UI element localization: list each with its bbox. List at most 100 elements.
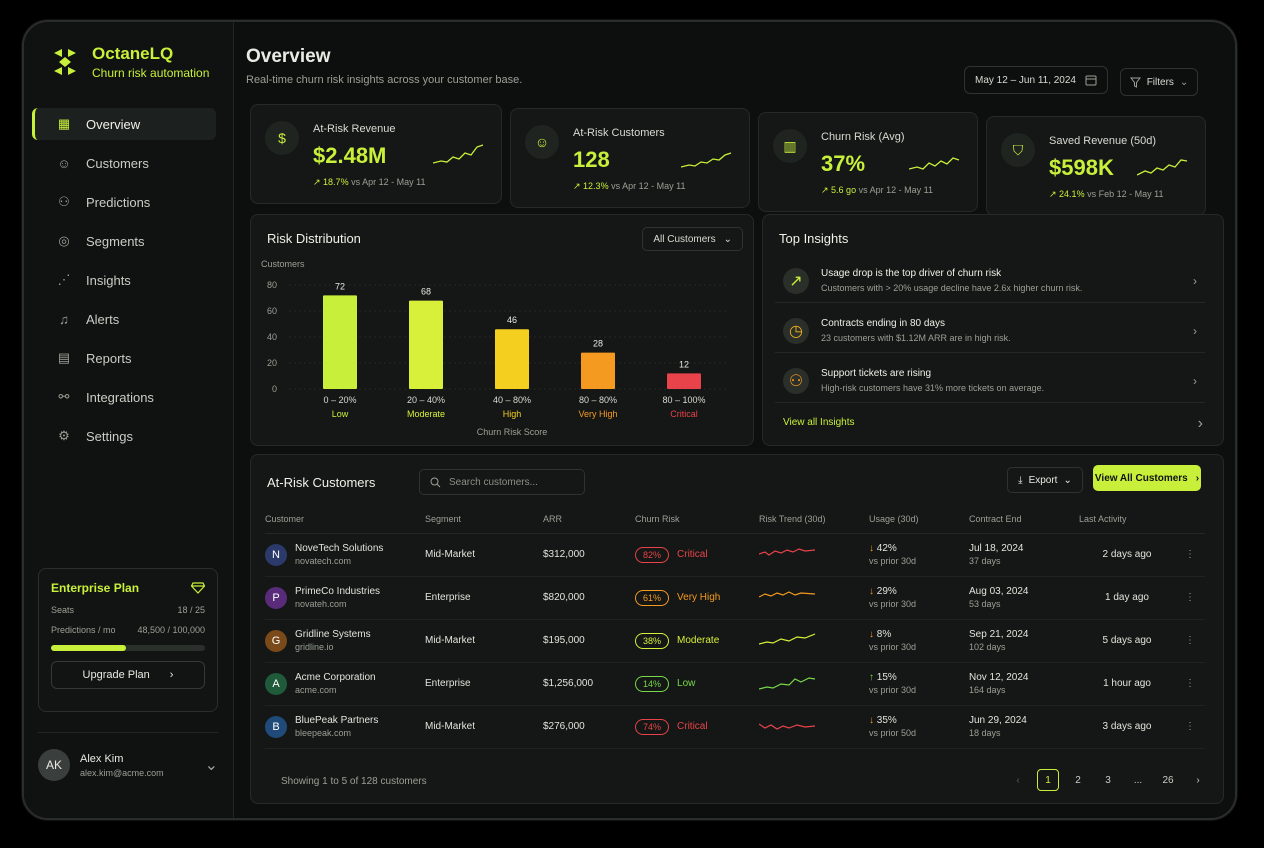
risk-distribution-chart: Customers 0 20 40 60 80 72 0 – 20% Low 68 20 – 40%… [261, 259, 727, 437]
bar-moderate[interactable] [409, 300, 443, 389]
bar-critical[interactable] [667, 373, 701, 389]
customer-domain: novatech.com [295, 556, 352, 566]
column-header[interactable]: Churn Risk [635, 505, 759, 534]
sidebar-item-label: Insights [86, 272, 131, 288]
cell-usage: ↓ 42% vs prior 30d [869, 533, 969, 577]
user-menu[interactable]: AK Alex Kim alex.kim@acme.com ⌄ [38, 732, 218, 781]
cell-arr: $1,256,000 [543, 662, 635, 706]
table-row[interactable]: A Acme Corporation acme.com Enterprise $1,25… [265, 662, 1205, 706]
upgrade-plan-button[interactable]: Upgrade Plan › [51, 661, 205, 689]
insight-title: Support tickets are rising [821, 368, 932, 379]
next-page-icon[interactable]: › [1196, 774, 1200, 786]
table-row[interactable]: N NoveTech Solutions novatech.com Mid-Marke… [265, 533, 1205, 577]
sidebar-item-label: Settings [86, 428, 133, 444]
view-all-customers-button[interactable]: View All Customers › [1093, 465, 1201, 491]
customer-filter-dropdown[interactable]: All Customers ⌄ [642, 227, 743, 251]
insight-item[interactable]: ◷ Contracts ending in 80 days 23 customers… [775, 309, 1205, 353]
page-subtitle: Real-time churn risk insights across you… [246, 74, 523, 86]
prev-page-icon[interactable]: ‹ [1016, 774, 1020, 786]
contract-days: 164 days [969, 685, 1006, 695]
usage-compare: vs prior 30d [869, 556, 917, 566]
kpi-sparkline [909, 157, 960, 170]
page-button[interactable]: 2 [1075, 774, 1081, 786]
customer-name[interactable]: Gridline Systems [295, 629, 371, 640]
y-tick-label: 60 [267, 306, 277, 316]
column-header[interactable]: Risk Trend (30d) [759, 505, 869, 534]
row-menu-icon[interactable]: ⋮ [1175, 576, 1205, 620]
cell-customer: A Acme Corporation acme.com [265, 662, 425, 706]
sidebar-item-customers[interactable]: ☺ Customers [32, 147, 216, 179]
export-label: Export [1028, 474, 1058, 486]
sidebar-item-overview[interactable]: ▦ Overview [32, 108, 216, 140]
row-menu-icon[interactable]: ⋮ [1175, 533, 1205, 577]
search-input[interactable]: Search customers... [419, 469, 585, 495]
insight-text: Contracts ending in 80 days 23 customers … [821, 318, 1011, 343]
view-all-insights-link[interactable]: View all Insights [783, 417, 855, 428]
sidebar-item-insights[interactable]: ⋰ Insights [32, 264, 216, 296]
kpi-delta-row: ↗ 18.7% vs Apr 12 - May 11 [313, 177, 425, 188]
column-header[interactable]: ARR [543, 505, 635, 534]
brand-tagline: Churn risk automation [92, 66, 210, 80]
row-menu-icon[interactable]: ⋮ [1175, 705, 1205, 749]
customer-name[interactable]: Acme Corporation [295, 672, 376, 683]
customer-name-block: NoveTech Solutions novatech.com [295, 543, 383, 566]
risk-badge-group: 82% Critical [635, 546, 708, 563]
cell-risk-trend [758, 576, 869, 620]
column-header[interactable]: Last Activity [1079, 505, 1175, 534]
sidebar-item-reports[interactable]: ▤ Reports [32, 342, 216, 374]
table-row[interactable]: G Gridline Systems gridline.io Mid-Market $1… [265, 619, 1205, 663]
kpi-sparkline [433, 144, 484, 164]
x-tick-label: 80 – 80% [579, 395, 617, 405]
page-button[interactable]: 26 [1162, 774, 1174, 786]
bar-high[interactable] [495, 329, 529, 389]
filters-button[interactable]: Filters ⌄ [1120, 68, 1198, 96]
insight-title: Contracts ending in 80 days [821, 318, 945, 329]
risk-trend-sparkline [758, 548, 816, 556]
bar-very-high[interactable] [581, 352, 615, 389]
cell-churn-risk: 38% Moderate [635, 619, 759, 663]
kpi-compare: vs Apr 12 - May 11 [858, 185, 933, 195]
customer-name[interactable]: PrimeCo Industries [295, 586, 381, 597]
insight-item[interactable]: ↗ Usage drop is the top driver of churn r… [775, 259, 1205, 303]
pagination-ellipsis: ... [1133, 774, 1143, 786]
sidebar-item-alerts[interactable]: ♫ Alerts [32, 303, 216, 335]
sidebar-item-predictions[interactable]: ⚇ Predictions [32, 186, 216, 218]
y-tick-label: 40 [267, 332, 277, 342]
insight-item[interactable]: ⚇ Support tickets are rising High-risk cus… [775, 359, 1205, 403]
x-axis-title: Churn Risk Score [477, 427, 548, 437]
column-header[interactable]: Usage (30d) [869, 505, 969, 534]
cell-last-activity: 1 day ago [1079, 576, 1175, 620]
date-range-picker[interactable]: May 12 – Jun 11, 2024 [964, 66, 1108, 94]
customer-name[interactable]: NoveTech Solutions [295, 543, 384, 554]
column-header[interactable]: Segment [425, 505, 543, 534]
document-icon: ▤ [57, 350, 71, 365]
export-button[interactable]: ⤓ Export ⌄ [1007, 467, 1083, 493]
sidebar-item-segments[interactable]: ◎ Segments [32, 225, 216, 257]
brand[interactable]: OctaneLQ Churn risk automation [50, 44, 209, 80]
insight-text: Support tickets are rising High-risk cust… [821, 368, 1044, 393]
shield-icon: ⛉ [1001, 133, 1035, 167]
sidebar-item-settings[interactable]: ⚙ Settings [32, 420, 216, 452]
bar-low[interactable] [323, 295, 357, 389]
page-button[interactable]: 1 [1037, 769, 1059, 791]
download-icon: ⤓ [1018, 474, 1023, 486]
page-button[interactable]: 3 [1105, 774, 1111, 786]
sidebar-item-integrations[interactable]: ⚯ Integrations [32, 381, 216, 413]
column-header[interactable]: Contract End [969, 505, 1079, 534]
cell-contract-end: Jul 18, 2024 37 days [969, 533, 1079, 577]
row-menu-icon[interactable]: ⋮ [1175, 619, 1205, 663]
bar-value-label: 12 [679, 359, 689, 369]
column-header[interactable]: Customer [265, 505, 425, 534]
seats-label: Seats [51, 605, 75, 615]
insight-desc: High-risk customers have 31% more ticket… [821, 383, 1045, 393]
table-row[interactable]: P PrimeCo Industries novateh.com Enterprise… [265, 576, 1205, 620]
customer-name[interactable]: BluePeak Partners [295, 715, 379, 726]
usage-value: 8% [876, 629, 892, 640]
table-row[interactable]: B BluePeak Partners bleepeak.com Mid-Market… [265, 705, 1205, 749]
chevron-right-icon: › [1193, 373, 1197, 388]
kpi-delta: 18.7% [323, 177, 349, 187]
avatar: AK [38, 749, 70, 781]
row-menu-icon[interactable]: ⋮ [1175, 662, 1205, 706]
cell-risk-trend [758, 533, 869, 577]
cell-churn-risk: 74% Critical [635, 705, 759, 749]
